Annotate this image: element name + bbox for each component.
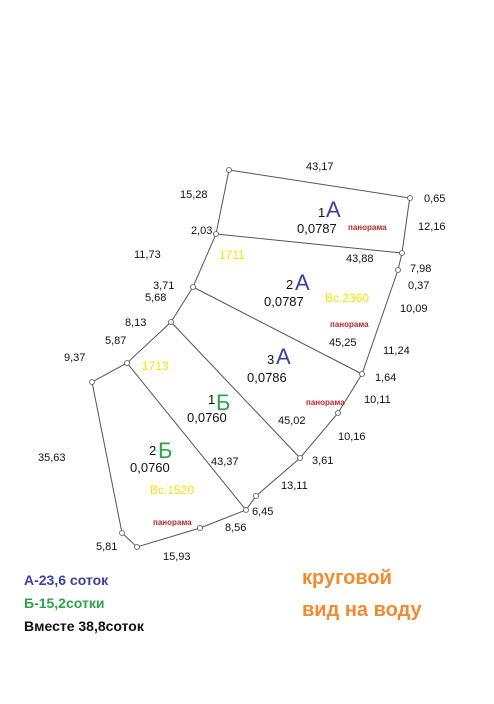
edge-length: 5,87 xyxy=(105,335,126,347)
plot-number: 2 xyxy=(286,277,293,292)
edge-length: 10,16 xyxy=(338,431,366,443)
divider xyxy=(170,321,301,459)
plot-number: 1 xyxy=(208,392,215,407)
cadastral-number: 1711 xyxy=(219,248,245,262)
edge-length: 11,24 xyxy=(383,345,410,357)
edge-length: 5,68 xyxy=(145,292,166,304)
edge-length: 43,17 xyxy=(306,161,334,173)
edge-length: 0,65 xyxy=(424,193,445,205)
divider xyxy=(215,233,403,254)
plot-area: 0,0786 xyxy=(247,370,287,385)
edge-length: 8,56 xyxy=(225,522,246,534)
plot-building: Вс.2360 xyxy=(325,291,369,305)
edge-length: 0,37 xyxy=(408,280,429,292)
edge-length: 15,93 xyxy=(163,551,191,563)
edge-length: 5,81 xyxy=(96,541,117,553)
edge-length: 13,11 xyxy=(281,480,308,492)
edge-length: 43,88 xyxy=(346,253,374,265)
edge-length: 8,13 xyxy=(125,317,146,329)
vertices xyxy=(89,167,413,550)
edge-length: 45,25 xyxy=(329,337,357,349)
plot-area: 0,0787 xyxy=(264,294,304,309)
plot-number: 1 xyxy=(318,205,325,220)
edge-length: 2,03 xyxy=(191,225,212,237)
caption: круговой xyxy=(302,567,392,589)
plot-note: панорама xyxy=(348,223,387,232)
plot-area: 0,0760 xyxy=(187,410,227,425)
plot-note: панорама xyxy=(153,518,192,527)
plot-letter: А xyxy=(326,197,341,222)
edge-length: 10,09 xyxy=(400,303,428,315)
plot-letter: Б xyxy=(216,390,230,415)
plot-note: панорама xyxy=(330,320,369,329)
plot-number: 3 xyxy=(267,352,274,367)
edge-length: 1,64 xyxy=(375,372,396,384)
plot-area: 0,0787 xyxy=(297,221,337,236)
caption: вид на воду xyxy=(302,599,423,621)
cadastral-number: 1713 xyxy=(142,359,169,373)
edge-length: 45,02 xyxy=(278,415,306,427)
plot-note: панорама xyxy=(306,398,345,407)
edge-length: 11,73 xyxy=(134,249,161,261)
plot-letter: А xyxy=(295,270,310,295)
edge-length: 10,11 xyxy=(364,394,391,406)
divider xyxy=(126,362,247,511)
edge-length: 15,28 xyxy=(180,189,208,201)
edge-length: 12,16 xyxy=(418,221,446,233)
edge-labels: 43,17 15,28 0,65 12,16 2,03 11,73 43,88 … xyxy=(38,161,446,563)
divider xyxy=(192,286,363,375)
plot-number: 2 xyxy=(149,443,156,458)
edge-length: 35,63 xyxy=(38,452,66,464)
edge-length: 3,61 xyxy=(312,455,333,467)
edge-length: 9,37 xyxy=(64,352,85,364)
plot-letter: Б xyxy=(158,438,172,463)
legend-line: Вместе 38,8соток xyxy=(24,618,145,634)
plot-letter: А xyxy=(276,344,291,369)
plot-area: 0,0760 xyxy=(130,460,170,475)
edge-length: 43,37 xyxy=(211,456,239,468)
legend-line: А-23,6 соток xyxy=(24,572,109,588)
edge-length: 7,98 xyxy=(410,263,431,275)
plot-building: Вс.1520 xyxy=(150,483,194,497)
legend-line: Б-15,2сотки xyxy=(24,595,104,611)
edge-length: 3,71 xyxy=(153,280,174,292)
edge-length: 6,45 xyxy=(252,506,273,518)
